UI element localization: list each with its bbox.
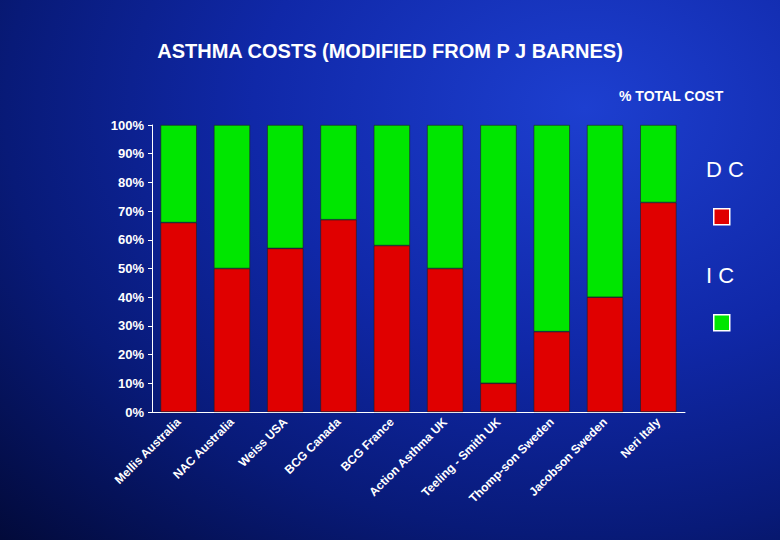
svg-text:Thomp-son Sweden: Thomp-son Sweden: [466, 415, 556, 505]
svg-text:Neri Italy: Neri Italy: [618, 415, 664, 461]
svg-text:30%: 30%: [118, 318, 144, 333]
svg-text:40%: 40%: [118, 290, 144, 305]
svg-text:I C: I C: [706, 263, 734, 288]
svg-text:% TOTAL COST: % TOTAL COST: [619, 88, 724, 104]
svg-text:10%: 10%: [118, 376, 144, 391]
svg-text:0%: 0%: [125, 405, 144, 420]
svg-text:NAC Australia: NAC Australia: [170, 415, 237, 482]
svg-text:100%: 100%: [111, 118, 145, 133]
svg-text:Action Asthma UK: Action Asthma UK: [366, 415, 451, 499]
svg-text:Weiss USA: Weiss USA: [236, 415, 291, 470]
svg-text:80%: 80%: [118, 175, 144, 190]
svg-text:BCG Canada: BCG Canada: [282, 415, 344, 477]
svg-text:50%: 50%: [118, 261, 144, 276]
svg-text:60%: 60%: [118, 232, 144, 247]
svg-text:ASTHMA COSTS (MODIFIED FROM P: ASTHMA COSTS (MODIFIED FROM P J BARNES): [157, 40, 623, 62]
svg-text:Jacobson Sweden: Jacobson Sweden: [526, 415, 610, 499]
svg-text:Mellis Australia: Mellis Australia: [112, 415, 184, 487]
svg-text:70%: 70%: [118, 204, 144, 219]
svg-text:90%: 90%: [118, 146, 144, 161]
svg-text:D C: D C: [706, 157, 744, 182]
svg-text:20%: 20%: [118, 347, 144, 362]
svg-text:BCG France: BCG France: [338, 415, 397, 474]
svg-text:Teeling - Smith UK: Teeling - Smith UK: [418, 415, 504, 500]
